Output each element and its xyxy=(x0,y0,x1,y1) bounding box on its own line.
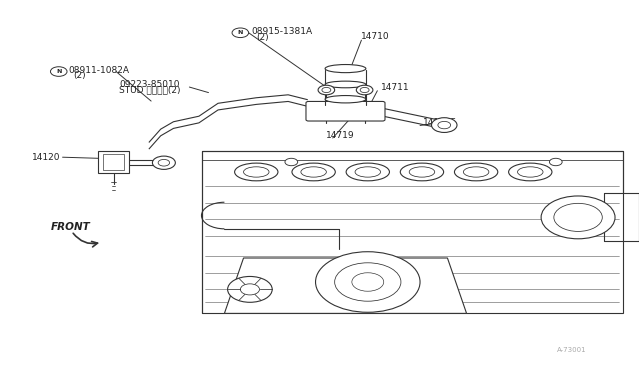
Text: 08911-1082A: 08911-1082A xyxy=(68,66,129,75)
Circle shape xyxy=(318,85,335,95)
Text: (2): (2) xyxy=(74,71,86,80)
Ellipse shape xyxy=(400,163,444,181)
Circle shape xyxy=(352,273,384,291)
Text: 14711: 14711 xyxy=(381,83,409,92)
Circle shape xyxy=(232,28,248,38)
Ellipse shape xyxy=(509,163,552,181)
Ellipse shape xyxy=(454,163,498,181)
Circle shape xyxy=(51,67,67,76)
Text: 08915-1381A: 08915-1381A xyxy=(251,27,312,36)
Ellipse shape xyxy=(292,163,335,181)
Text: N: N xyxy=(56,69,61,74)
Text: A-73001: A-73001 xyxy=(557,347,586,353)
Text: 09223-85010: 09223-85010 xyxy=(119,80,180,89)
Text: STUD スタッド(2): STUD スタッド(2) xyxy=(119,86,180,94)
Circle shape xyxy=(541,196,615,239)
Text: 14120F: 14120F xyxy=(423,118,457,127)
Circle shape xyxy=(549,158,562,166)
Ellipse shape xyxy=(244,167,269,177)
Text: 14120: 14120 xyxy=(32,153,60,162)
Ellipse shape xyxy=(355,167,381,177)
FancyBboxPatch shape xyxy=(99,151,129,173)
Ellipse shape xyxy=(463,167,489,177)
Circle shape xyxy=(431,118,457,132)
Text: 14710: 14710 xyxy=(362,32,390,41)
Circle shape xyxy=(158,160,170,166)
Circle shape xyxy=(335,263,401,301)
Text: 14719: 14719 xyxy=(326,131,355,140)
Text: (2): (2) xyxy=(256,33,269,42)
Ellipse shape xyxy=(325,81,366,88)
Circle shape xyxy=(241,284,259,295)
Polygon shape xyxy=(225,258,467,313)
Polygon shape xyxy=(202,151,623,313)
Circle shape xyxy=(356,85,373,95)
Ellipse shape xyxy=(301,167,326,177)
Ellipse shape xyxy=(518,167,543,177)
Circle shape xyxy=(285,158,298,166)
Circle shape xyxy=(438,121,451,129)
Circle shape xyxy=(316,252,420,312)
Circle shape xyxy=(152,156,175,169)
Ellipse shape xyxy=(409,167,435,177)
Circle shape xyxy=(228,276,272,302)
Ellipse shape xyxy=(346,163,390,181)
Text: FRONT: FRONT xyxy=(51,222,91,232)
Circle shape xyxy=(554,203,602,231)
FancyBboxPatch shape xyxy=(103,154,124,170)
FancyBboxPatch shape xyxy=(306,102,385,121)
Ellipse shape xyxy=(325,96,366,103)
Text: N: N xyxy=(237,30,243,35)
Ellipse shape xyxy=(325,64,366,73)
Ellipse shape xyxy=(235,163,278,181)
